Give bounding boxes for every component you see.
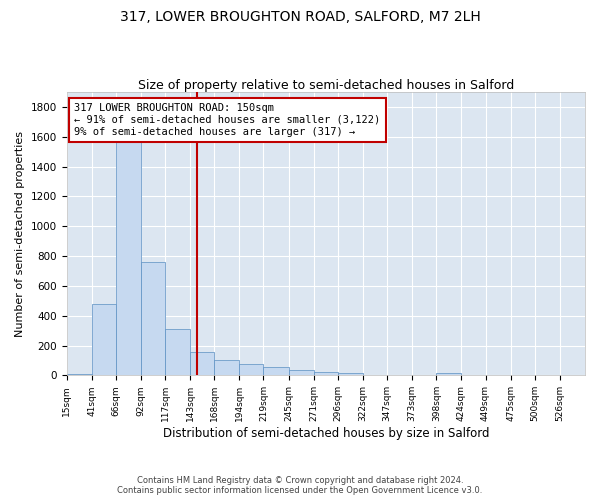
Title: Size of property relative to semi-detached houses in Salford: Size of property relative to semi-detach… — [137, 79, 514, 92]
X-axis label: Distribution of semi-detached houses by size in Salford: Distribution of semi-detached houses by … — [163, 427, 489, 440]
Text: Contains HM Land Registry data © Crown copyright and database right 2024.
Contai: Contains HM Land Registry data © Crown c… — [118, 476, 482, 495]
Text: 317 LOWER BROUGHTON ROAD: 150sqm
← 91% of semi-detached houses are smaller (3,12: 317 LOWER BROUGHTON ROAD: 150sqm ← 91% o… — [74, 104, 380, 136]
Bar — [314, 372, 338, 376]
Bar — [165, 329, 190, 376]
Text: 317, LOWER BROUGHTON ROAD, SALFORD, M7 2LH: 317, LOWER BROUGHTON ROAD, SALFORD, M7 2… — [119, 10, 481, 24]
Bar — [436, 373, 461, 376]
Bar — [289, 370, 314, 376]
Bar — [190, 352, 214, 376]
Bar — [92, 304, 116, 376]
Bar — [141, 262, 165, 376]
Bar — [67, 374, 92, 376]
Bar — [239, 364, 263, 376]
Bar — [116, 119, 141, 376]
Bar — [214, 360, 239, 376]
Bar — [263, 367, 289, 376]
Bar — [338, 373, 363, 376]
Y-axis label: Number of semi-detached properties: Number of semi-detached properties — [15, 130, 25, 336]
